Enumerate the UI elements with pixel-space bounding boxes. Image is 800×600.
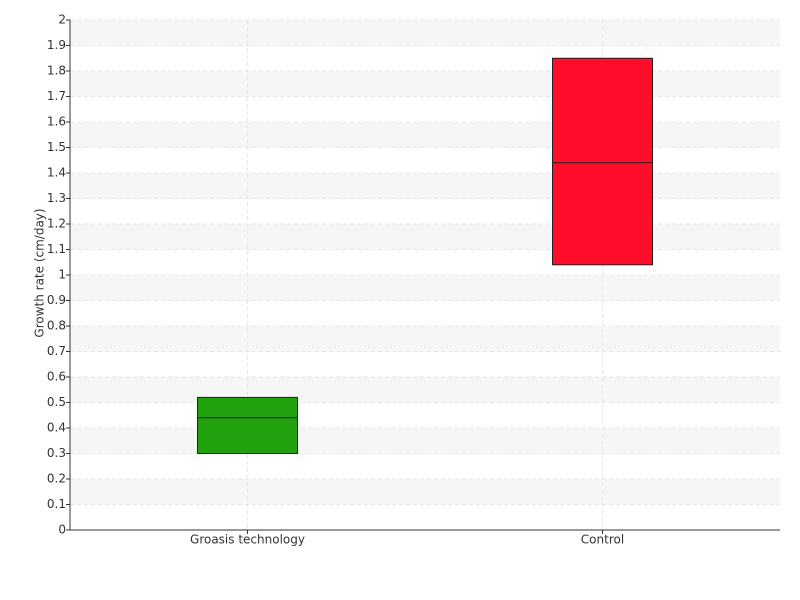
- x-tick-label: Groasis technology: [190, 533, 305, 547]
- grid-band: [70, 326, 780, 352]
- y-tick-label: 0.7: [47, 344, 66, 358]
- y-tick-label: 1.6: [47, 115, 66, 129]
- grid-band: [70, 122, 780, 148]
- y-axis-label: Growth rate (cm/day): [33, 208, 47, 337]
- box: [552, 57, 653, 266]
- grid-band: [70, 428, 780, 454]
- y-tick-label: 0.9: [47, 293, 66, 307]
- y-tick-label: 2: [58, 13, 66, 27]
- y-tick-label: 1.8: [47, 64, 66, 78]
- y-tick-label: 1.3: [47, 191, 66, 205]
- y-tick-label: 1.4: [47, 166, 66, 180]
- y-tick-label: 0.4: [47, 421, 66, 435]
- y-tick-label: 0.1: [47, 497, 66, 511]
- grid-band: [70, 479, 780, 505]
- y-tick-label: 0: [58, 523, 66, 537]
- y-tick-label: 0.2: [47, 472, 66, 486]
- grid-band: [70, 377, 780, 403]
- y-tick-label: 1: [58, 268, 66, 282]
- grid-band: [70, 20, 780, 46]
- y-tick-label: 0.5: [47, 395, 66, 409]
- y-tick-label: 1.5: [47, 140, 66, 154]
- y-tick-label: 0.8: [47, 319, 66, 333]
- y-tick-label: 1.1: [47, 242, 66, 256]
- y-tick-label: 0.6: [47, 370, 66, 384]
- grid-band: [70, 173, 780, 199]
- x-tick-label: Control: [581, 533, 624, 547]
- grid-band: [70, 275, 780, 301]
- grid-band: [70, 224, 780, 250]
- box: [197, 396, 298, 454]
- y-tick-label: 1.7: [47, 89, 66, 103]
- y-tick-label: 1.9: [47, 38, 66, 52]
- grid-band: [70, 71, 780, 97]
- y-tick-label: 0.3: [47, 446, 66, 460]
- y-tick-label: 1.2: [47, 217, 66, 231]
